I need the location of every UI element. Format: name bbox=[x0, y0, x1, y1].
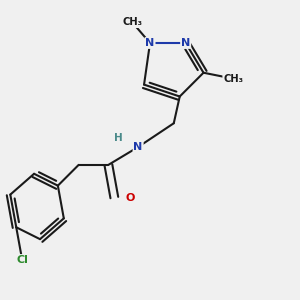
Text: H: H bbox=[114, 133, 123, 143]
Text: N: N bbox=[134, 142, 143, 152]
Text: N: N bbox=[181, 38, 190, 48]
Text: O: O bbox=[126, 193, 135, 202]
Text: CH₃: CH₃ bbox=[122, 17, 142, 27]
Text: N: N bbox=[146, 38, 154, 48]
Text: Cl: Cl bbox=[16, 255, 28, 265]
Text: CH₃: CH₃ bbox=[223, 74, 243, 84]
